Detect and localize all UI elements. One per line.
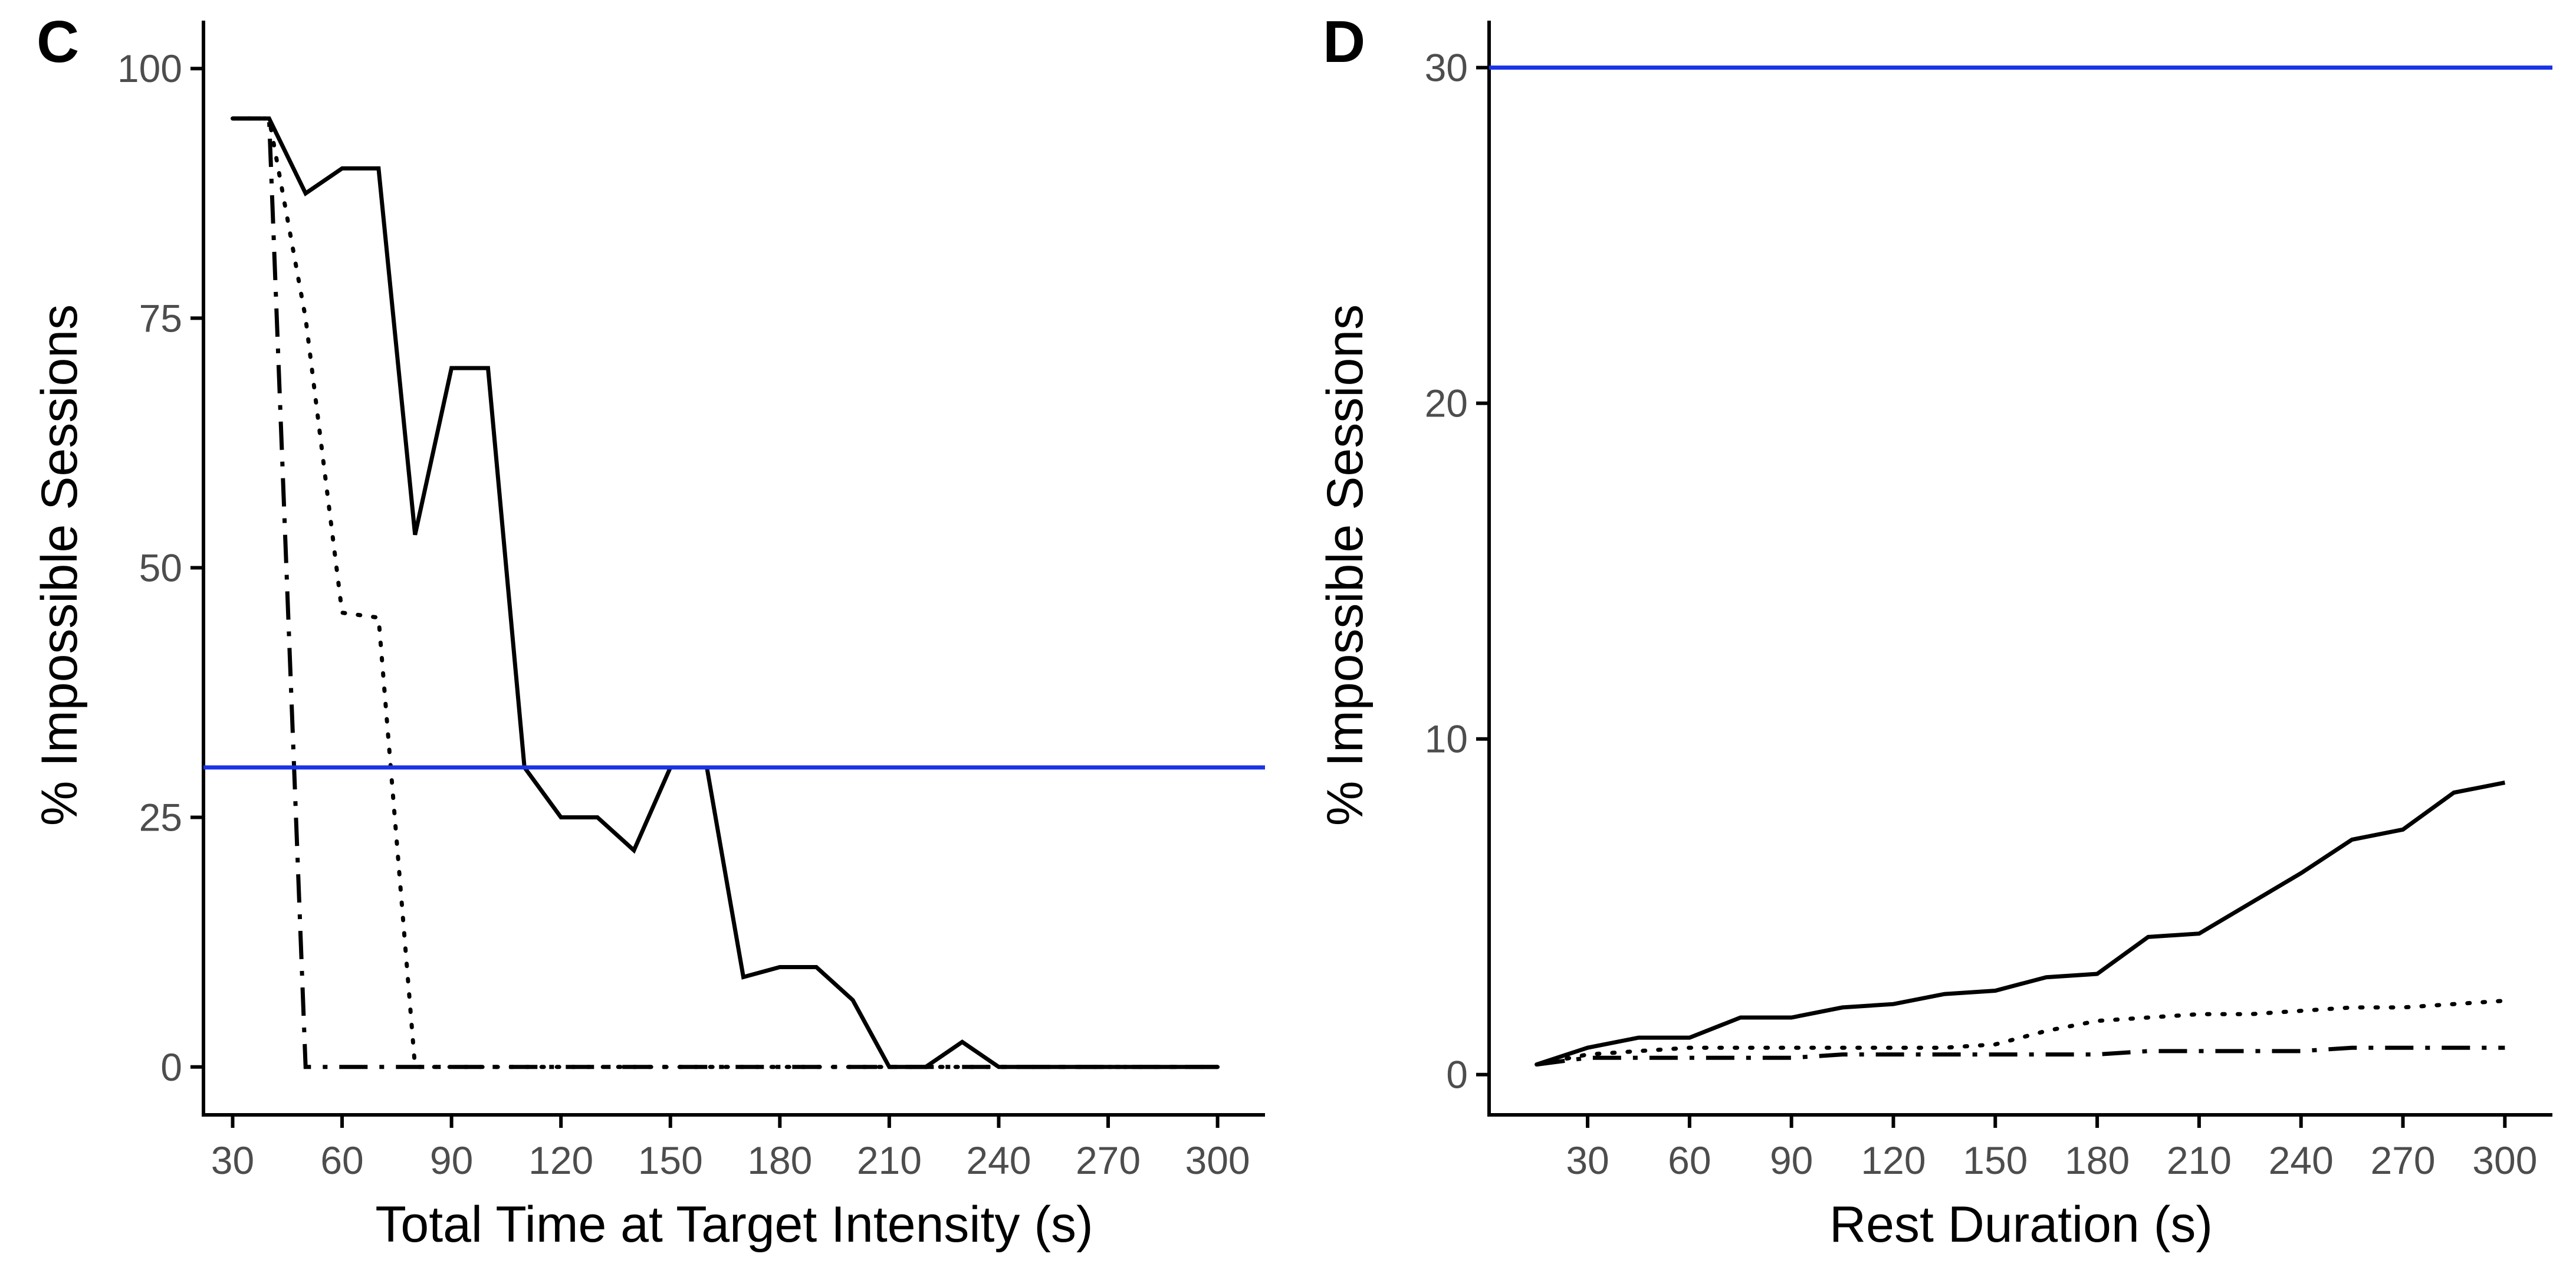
x-axis-ticks: 30 60 90 120 150 180 210 240 270 300 [211, 1115, 1250, 1182]
x-tick-label: 270 [2370, 1138, 2435, 1182]
x-tick-label: 300 [1185, 1138, 1250, 1182]
y-axis-title: % Impossible Sessions [31, 304, 88, 826]
x-tick-label: 150 [1963, 1138, 2028, 1182]
x-axis-title: Total Time at Target Intensity (s) [375, 1196, 1093, 1253]
panel-letter-c: C [37, 9, 79, 75]
panel-letter-d: D [1323, 9, 1365, 75]
x-tick-label: 210 [857, 1138, 922, 1182]
y-tick-label: 0 [1446, 1053, 1468, 1097]
y-tick-label: 75 [139, 296, 182, 340]
series-layer [1535, 780, 2507, 1067]
y-tick-label: 25 [139, 796, 182, 839]
x-axis-ticks: 30 60 90 120 150 180 210 240 270 300 [1566, 1115, 2537, 1182]
x-tick-label: 180 [747, 1138, 812, 1182]
x-tick-label: 180 [2065, 1138, 2130, 1182]
series-line-dashdot [1536, 1045, 2505, 1067]
series-line-dotted [1535, 999, 2507, 1067]
panel-c: C 0 25 50 75 100 30 60 90 120 150 180 210 240 270 300… [31, 9, 1265, 1253]
x-tick-label: 60 [1668, 1138, 1711, 1182]
series-line-dotted [231, 116, 1220, 1069]
y-tick-label: 10 [1425, 717, 1468, 761]
x-tick-label: 120 [1861, 1138, 1926, 1182]
x-axis-title: Rest Duration (s) [1829, 1196, 2213, 1253]
x-tick-label: 30 [211, 1138, 254, 1182]
x-tick-label: 120 [528, 1138, 593, 1182]
series-line-solid [232, 116, 1218, 1069]
y-tick-label: 100 [117, 47, 182, 90]
y-tick-label: 30 [1425, 46, 1468, 90]
x-tick-label: 240 [966, 1138, 1031, 1182]
y-tick-label: 20 [1425, 382, 1468, 425]
y-axis-title: % Impossible Sessions [1317, 304, 1374, 826]
x-tick-label: 60 [320, 1138, 363, 1182]
series-line-dashdot [232, 116, 1218, 1069]
x-tick-label: 30 [1566, 1138, 1609, 1182]
y-axis-ticks: 0 10 20 30 [1425, 46, 1489, 1097]
x-tick-label: 240 [2269, 1138, 2334, 1182]
x-tick-label: 90 [1770, 1138, 1813, 1182]
series-layer [231, 116, 1220, 1069]
x-tick-label: 210 [2167, 1138, 2232, 1182]
panel-d: D 0 10 20 30 30 60 90 120 150 180 210 240 270 300 Re… [1317, 9, 2552, 1253]
y-axis-ticks: 0 25 50 75 100 [117, 47, 203, 1089]
x-tick-label: 300 [2472, 1138, 2537, 1182]
x-tick-label: 90 [430, 1138, 473, 1182]
x-tick-label: 150 [638, 1138, 703, 1182]
series-line-solid [1536, 780, 2506, 1066]
x-tick-label: 270 [1076, 1138, 1141, 1182]
y-tick-label: 0 [160, 1045, 182, 1089]
y-tick-label: 50 [139, 546, 182, 590]
